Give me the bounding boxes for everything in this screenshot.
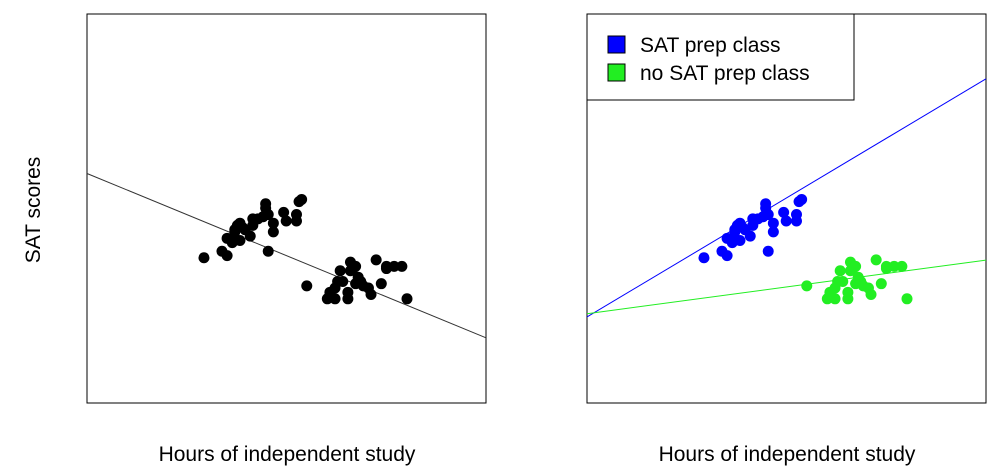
left-data-point [301,280,313,292]
left-data-point [260,198,272,210]
left-data-point [262,209,274,221]
left-data-point [198,252,210,264]
left-x-axis-label: Hours of independent study [159,443,416,466]
right-data-point [780,215,792,227]
right-data-point [896,260,908,272]
left-data-point [396,260,408,272]
left-panel: Hours of independent study [86,13,487,466]
left-data-point [234,234,246,246]
left-fit-line-0 [86,173,487,339]
right-data-point [737,222,749,234]
right-points [698,193,913,305]
right-data-point [801,280,813,292]
right-data-point [837,276,849,288]
left-data-point [237,222,249,234]
left-data-point [252,213,264,225]
left-data-point [262,245,274,257]
left-data-point [296,193,308,205]
right-data-point [790,209,802,221]
legend-swatch-no-prep [607,63,626,82]
left-points [198,193,413,305]
right-data-point [901,293,913,305]
left-data-point [337,276,349,288]
left-data-point [267,226,279,238]
right-data-point [721,250,733,262]
right-x-axis-label: Hours of independent study [659,443,916,466]
right-data-point [760,198,772,210]
left-data-point [290,209,302,221]
right-data-point [850,260,862,272]
left-data-point [267,217,279,229]
right-data-point [767,217,779,229]
left-data-point [370,254,382,266]
right-data-point [796,193,808,205]
left-plot-frame [86,13,487,404]
right-data-point [842,286,854,298]
legend-box [586,13,855,101]
left-data-point [375,278,387,290]
right-data-point [698,252,710,264]
right-data-point [767,226,779,238]
right-data-point [762,245,774,257]
left-data-point [342,286,354,298]
right-fit-line-1 [586,259,987,315]
right-fit-line-0 [586,78,987,318]
right-data-point [829,293,841,305]
right-data-point [875,278,887,290]
right-fit-lines [586,78,987,318]
right-data-point [865,288,877,300]
right-data-point [734,234,746,246]
left-data-point [388,260,400,272]
legend-label-prep: SAT prep class [640,34,780,57]
left-data-point [329,293,341,305]
right-data-point [762,209,774,221]
left-data-point [334,265,346,277]
left-data-point [365,288,377,300]
right-data-point [752,213,764,225]
legend-swatch-prep [607,35,626,54]
legend-label-no-prep: no SAT prep class [640,62,810,85]
left-data-point [278,206,290,218]
y-axis-label: SAT scores [22,157,45,264]
right-data-point [834,265,846,277]
legend: SAT prep class no SAT prep class [586,13,855,101]
left-data-point [401,293,413,305]
left-data-point [244,230,256,242]
right-panel: SAT prep class no SAT prep class Hours o… [586,13,987,466]
left-fit-lines [86,173,487,339]
left-data-point [350,260,362,272]
right-data-point [778,206,790,218]
left-data-point [221,250,233,262]
right-data-point [888,260,900,272]
right-data-point [870,254,882,266]
right-data-point [744,230,756,242]
left-data-point [280,215,292,227]
